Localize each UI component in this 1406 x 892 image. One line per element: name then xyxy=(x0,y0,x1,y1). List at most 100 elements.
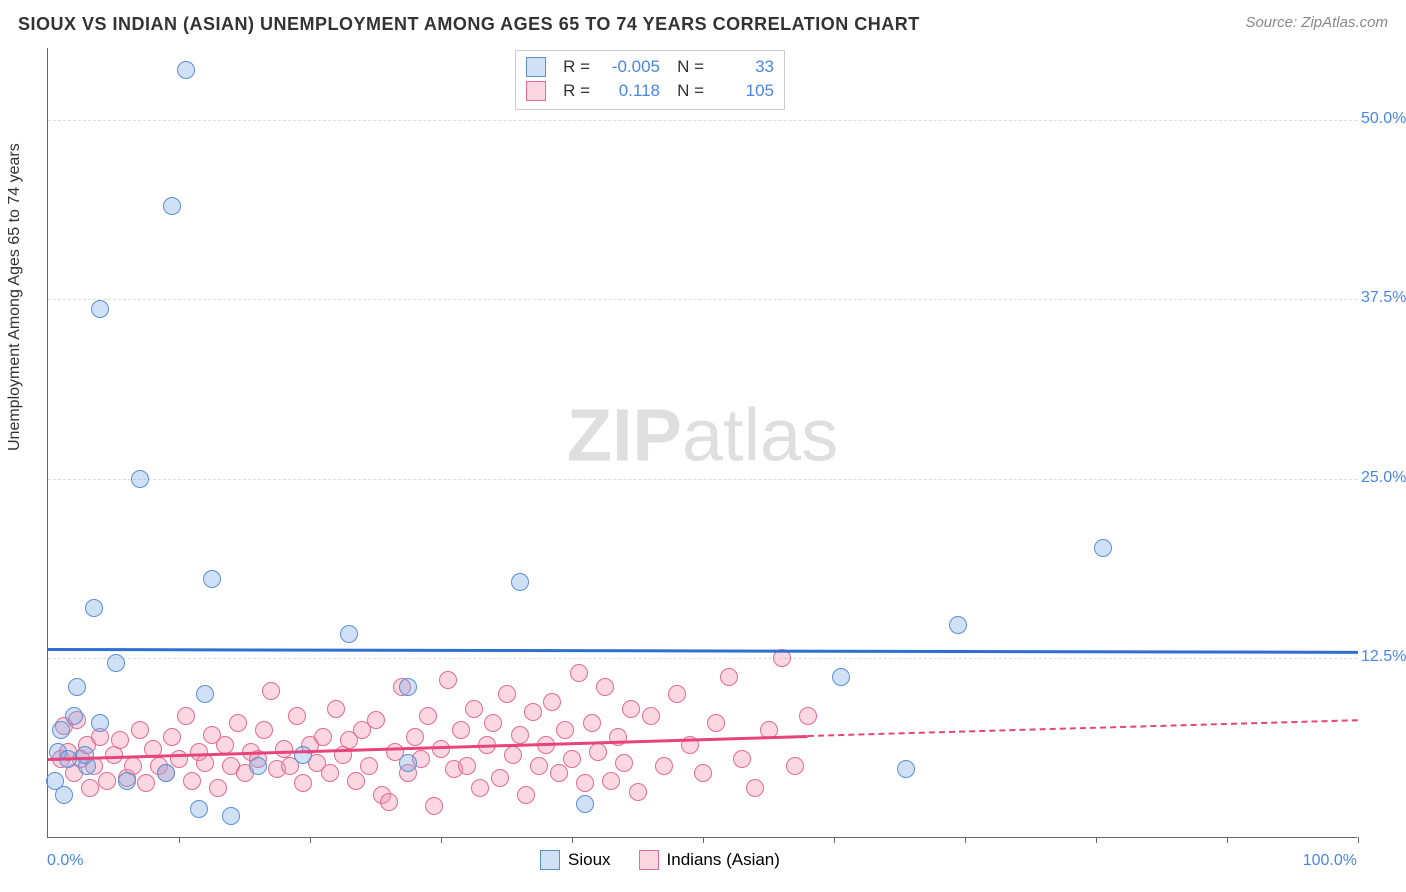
sioux-n-value: 33 xyxy=(714,55,774,79)
data-point xyxy=(425,797,443,815)
data-point xyxy=(314,728,332,746)
data-point xyxy=(517,786,535,804)
x-tick-mark xyxy=(834,837,835,843)
data-point xyxy=(720,668,738,686)
data-point xyxy=(288,707,306,725)
data-point xyxy=(615,754,633,772)
data-point xyxy=(550,764,568,782)
data-point xyxy=(196,754,214,772)
data-point xyxy=(203,570,221,588)
data-point xyxy=(786,757,804,775)
bottom-legend: Sioux Indians (Asian) xyxy=(540,850,780,870)
gridline xyxy=(48,479,1357,480)
data-point xyxy=(55,786,73,804)
x-axis-max-label: 100.0% xyxy=(1303,852,1357,870)
data-point xyxy=(419,707,437,725)
data-point xyxy=(511,726,529,744)
data-point xyxy=(321,764,339,782)
sioux-swatch xyxy=(526,57,546,77)
data-point xyxy=(216,736,234,754)
regression-line xyxy=(48,648,1358,654)
legend-item-sioux: Sioux xyxy=(540,850,611,870)
y-tick-label: 25.0% xyxy=(1361,469,1406,487)
stats-row-sioux: R = -0.005 N = 33 xyxy=(526,55,774,79)
data-point xyxy=(294,774,312,792)
data-point xyxy=(504,746,522,764)
data-point xyxy=(491,769,509,787)
data-point xyxy=(157,764,175,782)
data-point xyxy=(196,685,214,703)
data-point xyxy=(458,757,476,775)
x-tick-mark xyxy=(572,837,573,843)
data-point xyxy=(294,746,312,764)
data-point xyxy=(897,760,915,778)
data-point xyxy=(131,721,149,739)
data-point xyxy=(327,700,345,718)
data-point xyxy=(107,654,125,672)
data-point xyxy=(275,740,293,758)
n-label: N = xyxy=(670,55,704,79)
data-point xyxy=(222,807,240,825)
x-axis-min-label: 0.0% xyxy=(47,852,83,870)
data-point xyxy=(530,757,548,775)
x-tick-mark xyxy=(1358,837,1359,843)
data-point xyxy=(949,616,967,634)
indian-r-value: 0.118 xyxy=(600,79,660,103)
data-point xyxy=(399,678,417,696)
data-point xyxy=(76,746,94,764)
legend-item-indian: Indians (Asian) xyxy=(639,850,780,870)
y-tick-label: 50.0% xyxy=(1361,110,1406,128)
x-tick-mark xyxy=(1227,837,1228,843)
data-point xyxy=(799,707,817,725)
data-point xyxy=(576,795,594,813)
data-point xyxy=(177,61,195,79)
data-point xyxy=(91,714,109,732)
data-point xyxy=(556,721,574,739)
data-point xyxy=(511,573,529,591)
data-point xyxy=(406,728,424,746)
data-point xyxy=(190,800,208,818)
data-point xyxy=(380,793,398,811)
data-point xyxy=(733,750,751,768)
data-point xyxy=(360,757,378,775)
regression-line xyxy=(808,719,1358,737)
chart-container: SIOUX VS INDIAN (ASIAN) UNEMPLOYMENT AMO… xyxy=(0,0,1406,892)
data-point xyxy=(52,721,70,739)
n-label: N = xyxy=(670,79,704,103)
data-point xyxy=(452,721,470,739)
data-point xyxy=(563,750,581,768)
sioux-r-value: -0.005 xyxy=(600,55,660,79)
data-point xyxy=(131,470,149,488)
data-point xyxy=(98,772,116,790)
data-point xyxy=(111,731,129,749)
data-point xyxy=(642,707,660,725)
chart-title: SIOUX VS INDIAN (ASIAN) UNEMPLOYMENT AMO… xyxy=(18,14,920,35)
source-label: Source: ZipAtlas.com xyxy=(1245,14,1388,31)
indian-n-value: 105 xyxy=(714,79,774,103)
y-tick-label: 12.5% xyxy=(1361,648,1406,666)
data-point xyxy=(255,721,273,739)
data-point xyxy=(583,714,601,732)
data-point xyxy=(668,685,686,703)
data-point xyxy=(832,668,850,686)
data-point xyxy=(399,754,417,772)
x-tick-mark xyxy=(179,837,180,843)
data-point xyxy=(91,300,109,318)
data-point xyxy=(68,678,86,696)
plot-area: 12.5%25.0%37.5%50.0% ZIPatlas xyxy=(47,48,1357,838)
data-point xyxy=(367,711,385,729)
data-point xyxy=(163,728,181,746)
x-tick-mark xyxy=(441,837,442,843)
data-point xyxy=(85,599,103,617)
data-point xyxy=(471,779,489,797)
data-point xyxy=(177,707,195,725)
x-tick-mark xyxy=(965,837,966,843)
x-tick-mark xyxy=(1096,837,1097,843)
stats-row-indian: R = 0.118 N = 105 xyxy=(526,79,774,103)
data-point xyxy=(622,700,640,718)
r-label: R = xyxy=(556,55,590,79)
data-point xyxy=(629,783,647,801)
gridline xyxy=(48,658,1357,659)
legend-label-sioux: Sioux xyxy=(568,850,611,870)
plot-inner: 12.5%25.0%37.5%50.0% xyxy=(48,48,1357,837)
